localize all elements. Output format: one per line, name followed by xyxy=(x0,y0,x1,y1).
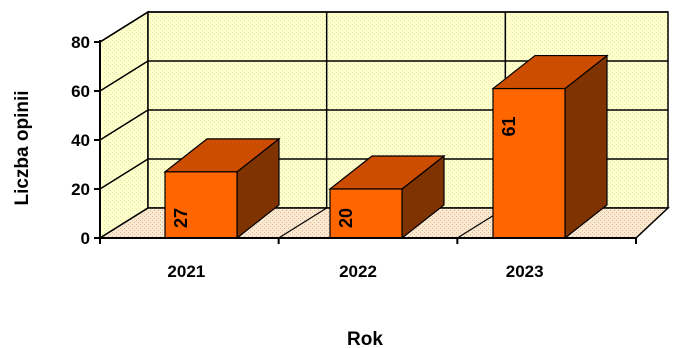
bar: 27 xyxy=(163,137,281,240)
y-tick-label: 80 xyxy=(71,33,90,52)
bar-front xyxy=(492,87,566,239)
y-axis-title: Liczba opinii xyxy=(12,90,33,205)
bar-front xyxy=(329,188,403,239)
axes: 2021 2022 2023 0 20 40 60 80 xyxy=(71,33,637,281)
x-tick-label: 2022 xyxy=(339,262,377,281)
floor-divider xyxy=(278,207,327,239)
gridline-y xyxy=(99,11,668,43)
bar-data-label: 20 xyxy=(336,208,356,228)
y-tick-label: 0 xyxy=(81,229,90,248)
x-tick-label: 2023 xyxy=(506,262,544,281)
y-tick-label: 20 xyxy=(71,180,90,199)
y-tick-label: 40 xyxy=(71,131,90,150)
x-axis-title: Rok xyxy=(347,329,383,348)
y-tick-label: 60 xyxy=(71,82,90,101)
bar: 61 xyxy=(491,54,609,240)
x-tick-label: 2021 xyxy=(167,262,205,281)
bars: 27 20 61 xyxy=(163,54,609,240)
bar: 20 xyxy=(328,154,446,240)
bar-data-label: 61 xyxy=(499,117,519,137)
bar-front xyxy=(164,171,238,239)
bar-data-label: 27 xyxy=(171,208,191,228)
gridline-y xyxy=(99,60,668,92)
